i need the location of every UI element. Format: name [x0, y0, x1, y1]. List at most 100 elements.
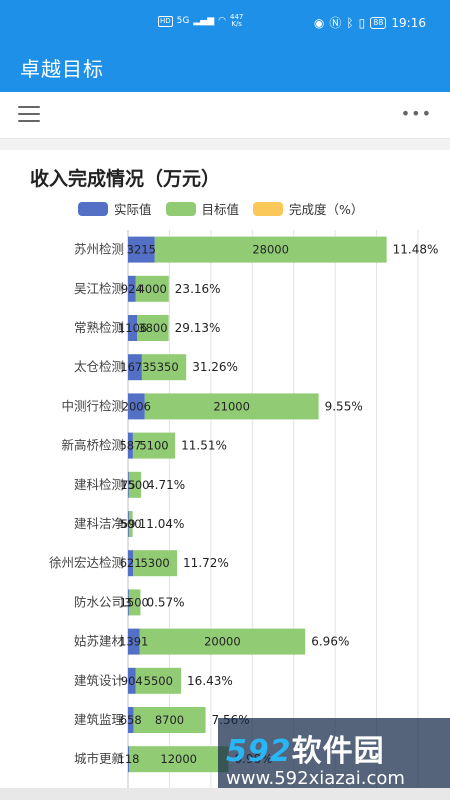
target-bar[interactable]	[144, 393, 319, 420]
actual-bar[interactable]	[128, 432, 133, 459]
rate-value-label: 0.57%	[146, 595, 184, 609]
actual-bar[interactable]	[128, 393, 145, 420]
actual-value-label: 59	[121, 517, 136, 531]
category-label: 建筑监理	[74, 712, 125, 727]
legend-item-target[interactable]: 目标值	[165, 199, 239, 218]
wifi-icon: ◠	[218, 16, 226, 26]
actual-bar[interactable]	[128, 707, 134, 733]
rate-value-label: 11.48%	[393, 243, 439, 257]
actual-bar[interactable]	[128, 550, 134, 577]
target-bar[interactable]	[141, 354, 187, 381]
category-label: 建筑设计	[74, 673, 124, 688]
legend-item-actual[interactable]: 实际值	[78, 199, 152, 218]
target-bar[interactable]	[135, 667, 182, 694]
category-label: 吴江检测	[74, 281, 124, 296]
watermark-brand: 592软件园	[226, 734, 385, 769]
target-bar[interactable]	[133, 707, 206, 733]
target-value-label: 8700	[155, 713, 184, 727]
actual-value-label: 1106	[118, 321, 147, 335]
rate-value-label: 11.51%	[181, 439, 227, 453]
actual-value-label: 1673	[120, 360, 149, 374]
actual-bar[interactable]	[128, 354, 142, 381]
target-value-label: 3800	[138, 321, 167, 335]
target-value-label: 5350	[149, 360, 178, 374]
actual-bar[interactable]	[128, 511, 129, 537]
target-value-label: 5500	[144, 674, 173, 688]
actual-bar[interactable]	[128, 746, 129, 773]
actual-bar[interactable]	[128, 628, 140, 655]
target-bar[interactable]	[139, 628, 306, 655]
category-label: 姑苏建材	[74, 634, 124, 649]
actual-value-label: 658	[120, 713, 142, 727]
rate-value-label: 11.72%	[183, 556, 229, 570]
watermark: 592软件园 www.592xiazai.com	[218, 718, 450, 800]
rate-value-label: 4.71%	[147, 478, 185, 492]
target-value-label: 4000	[138, 282, 167, 296]
actual-value-label: 904	[121, 674, 143, 688]
target-bar[interactable]	[137, 315, 169, 341]
actual-value-label: 587	[119, 439, 141, 453]
chart-title: 收入完成情况（万元）	[30, 168, 221, 190]
app-bar: 卓越目标	[0, 44, 450, 92]
rate-value-label: 29.13%	[175, 321, 221, 335]
status-left: HD 5G ▂▄▆ ◠ 447 K/s	[158, 14, 243, 28]
actual-value-label: 924	[121, 282, 143, 296]
category-label: 常熟检测	[74, 320, 124, 335]
target-bar[interactable]	[128, 589, 141, 616]
target-bar[interactable]	[154, 236, 387, 263]
legend-swatch-rate	[253, 201, 284, 216]
target-bar[interactable]	[128, 746, 229, 773]
category-label: 新高桥检测	[61, 438, 124, 453]
app-title: 卓越目标	[20, 57, 104, 81]
rate-value-label: 31.26%	[192, 360, 238, 374]
actual-bar[interactable]	[128, 589, 129, 616]
rate-value-label: 16.43%	[187, 674, 233, 688]
actual-bar[interactable]	[128, 667, 136, 694]
category-label: 建科洁净	[74, 516, 124, 531]
actual-value-label: 3215	[127, 243, 156, 257]
actual-bar[interactable]	[128, 236, 155, 263]
status-bar: HD 5G ▂▄▆ ◠ 447 K/s ◉ Ⓝ ᛒ ▯ 88 19:16	[0, 0, 450, 44]
chart-card: 收入完成情况（万元） 实际值 目标值 完成度（%） 苏州检测 3215 28000 1…	[0, 150, 450, 800]
target-value-label: 500	[120, 517, 142, 531]
actual-bar[interactable]	[128, 315, 138, 341]
target-value-label: 1500	[120, 478, 149, 492]
actual-bar[interactable]	[128, 275, 136, 302]
network-speed: 447 K/s	[229, 13, 244, 28]
more-options-icon[interactable]: •••	[400, 104, 432, 123]
vibrate-icon: ▯	[358, 15, 366, 30]
chart-legend: 实际值 目标值 完成度（%）	[78, 199, 363, 218]
actual-value-label: 75	[121, 478, 136, 492]
target-value-label: 28000	[252, 243, 289, 257]
target-bar[interactable]	[133, 550, 178, 577]
menu-icon[interactable]	[18, 106, 40, 124]
category-label: 城市更新	[74, 751, 124, 766]
target-bar[interactable]	[132, 432, 176, 459]
target-bar[interactable]	[135, 275, 169, 302]
category-label: 徐州宏达检测	[49, 555, 124, 570]
category-label: 太仓检测	[74, 359, 124, 374]
target-bar[interactable]	[128, 511, 133, 537]
target-bar[interactable]	[128, 471, 142, 498]
status-right: ◉ Ⓝ ᛒ ▯ 88 19:16	[314, 14, 426, 31]
category-label: 建科检测	[74, 477, 124, 492]
target-value-label: 1500	[120, 595, 149, 609]
rate-value-label: 6.96%	[311, 635, 349, 649]
bottom-strip	[0, 788, 450, 800]
nfc-icon: Ⓝ	[329, 16, 342, 30]
eye-icon: ◉	[313, 15, 325, 30]
legend-item-rate[interactable]: 完成度（%）	[253, 199, 363, 218]
target-value-label: 12000	[160, 752, 197, 766]
actual-bar[interactable]	[128, 471, 129, 498]
legend-swatch-actual	[78, 201, 108, 216]
category-label: 苏州检测	[74, 242, 124, 257]
actual-value-label: 3	[124, 595, 131, 609]
target-value-label: 20000	[204, 635, 241, 649]
signal-indicator: 5G	[176, 16, 190, 26]
hd-badge: HD	[158, 15, 173, 27]
rate-value-label: 23.16%	[175, 282, 221, 296]
actual-value-label: 1391	[119, 635, 148, 649]
category-label: 中测行检测	[61, 398, 124, 413]
category-label: 防水公司	[74, 594, 124, 609]
rate-value-label: 9.55%	[325, 399, 363, 413]
